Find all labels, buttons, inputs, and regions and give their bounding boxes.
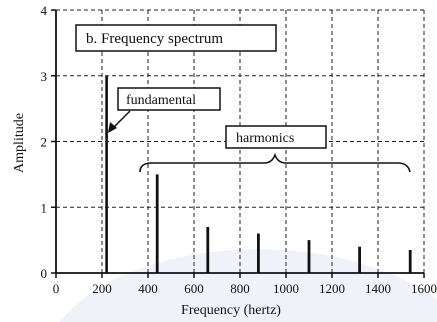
- x-tick-label: 1200: [319, 281, 345, 296]
- fundamental-arrow-line: [113, 111, 130, 128]
- y-axis-label: Amplitude: [12, 113, 27, 173]
- x-tick-label: 1400: [365, 281, 391, 296]
- x-tick-label: 1600: [411, 281, 437, 296]
- y-tick-label: 2: [41, 135, 48, 150]
- x-tick-label: 0: [53, 281, 60, 296]
- x-axis-label: Frequency (hertz): [181, 303, 281, 318]
- y-tick-label: 1: [41, 200, 48, 215]
- x-tick-label: 200: [92, 281, 112, 296]
- harmonics-brace: [140, 155, 410, 172]
- x-tick-label: 600: [184, 281, 204, 296]
- x-tick-label: 800: [230, 281, 250, 296]
- y-tick-label: 0: [41, 266, 48, 281]
- x-tick-label: 400: [138, 281, 158, 296]
- y-tick-label: 4: [41, 3, 48, 18]
- y-tick-label: 3: [41, 69, 48, 84]
- fundamental-arrow-head: [108, 122, 117, 133]
- x-tick-label: 1000: [273, 281, 299, 296]
- fundamental-label: fundamental: [126, 93, 196, 108]
- chart-title: b. Frequency spectrum: [86, 31, 223, 47]
- harmonics-label: harmonics: [236, 131, 294, 146]
